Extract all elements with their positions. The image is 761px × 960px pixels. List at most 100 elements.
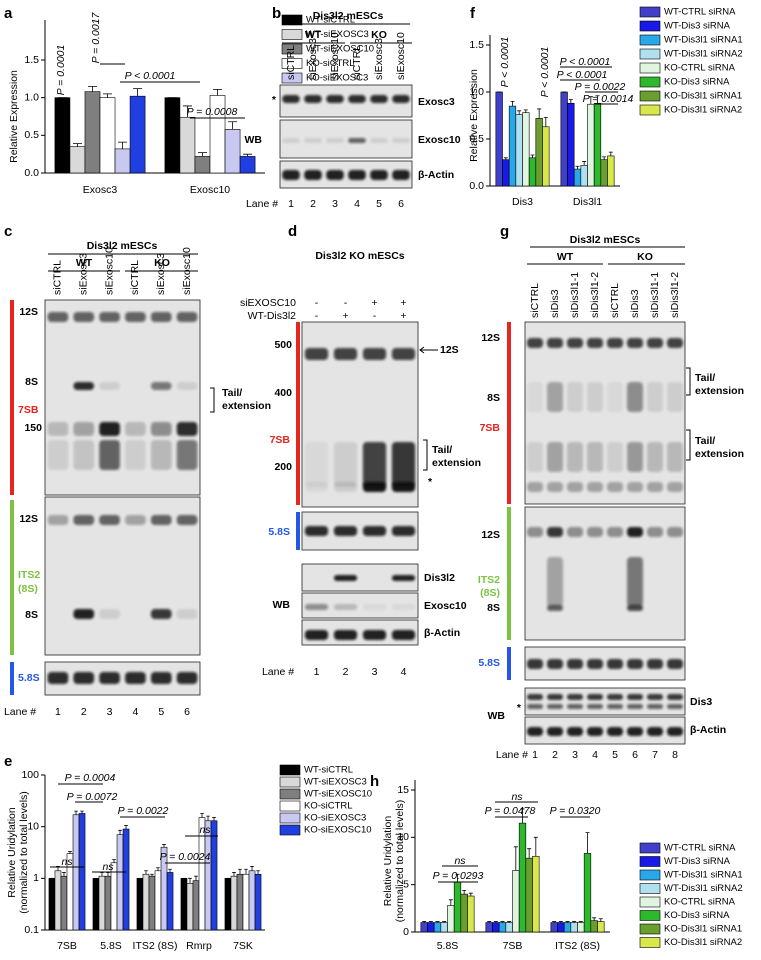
condition-sign: -	[344, 297, 348, 309]
legend-swatch	[639, 6, 661, 18]
lane-number: 6	[632, 749, 638, 761]
blot-band	[150, 382, 172, 390]
error-bar	[572, 921, 577, 923]
blot-band	[304, 630, 329, 640]
bracket	[210, 387, 215, 413]
blot-band	[647, 659, 663, 669]
bar	[577, 922, 585, 933]
blot-band	[567, 482, 583, 492]
bar	[512, 870, 520, 933]
blot-band	[391, 526, 416, 536]
blot-band	[73, 515, 95, 525]
y-tick-label: 0.1	[24, 924, 39, 936]
blot-band	[627, 704, 643, 709]
lane-number: 3	[572, 749, 578, 761]
blot-band	[667, 527, 683, 537]
blot-band	[607, 527, 623, 537]
condition-sign: +	[400, 297, 406, 309]
bar	[72, 814, 80, 931]
blot-band	[391, 575, 416, 581]
bar	[136, 878, 144, 931]
bar	[607, 155, 615, 187]
blot-label: Tail/	[695, 372, 715, 384]
bar	[420, 922, 428, 933]
blot-band	[362, 630, 387, 640]
blot-label: (8S)	[480, 587, 500, 599]
group-label: KO	[637, 251, 653, 263]
blot-label: 12S	[19, 513, 38, 525]
annotation: P = 0.0001	[55, 45, 67, 96]
blot-strip	[279, 84, 413, 118]
blot-band	[176, 422, 198, 436]
blot-band	[125, 672, 146, 684]
bar	[600, 159, 608, 187]
bar	[92, 878, 100, 931]
annotation: ns	[199, 824, 211, 836]
blot-band	[362, 482, 387, 492]
x-tick-label: ITS2 (8S)	[133, 940, 178, 952]
blot-label: Dis3l2	[424, 572, 455, 584]
x-tick-label: Rmrp	[186, 940, 212, 952]
lane-label: siExosc10	[181, 247, 193, 295]
legend-label: WT-siEXOSC10	[304, 789, 372, 800]
bar	[166, 872, 174, 931]
y-tick-label: 1.0	[24, 91, 39, 103]
panel-letter: f	[470, 5, 476, 22]
blot-band	[348, 170, 366, 180]
bar	[230, 875, 238, 931]
blot-band	[587, 338, 603, 348]
panel-letter: b	[272, 5, 281, 22]
blot-band	[667, 442, 683, 472]
blot-band	[304, 442, 329, 487]
blot-band	[150, 422, 172, 436]
lane-number: 1	[288, 198, 294, 210]
error-bar	[256, 870, 260, 875]
legend-label: WT-Dis3l1 siRNA2	[664, 49, 743, 60]
blot-band	[150, 312, 172, 322]
lane-number: 5	[376, 198, 382, 210]
legend-swatch	[279, 788, 301, 800]
y-tick-label: 5	[403, 878, 409, 890]
blot-band	[667, 694, 683, 700]
blot-label: WB	[245, 134, 263, 146]
blot-band	[99, 609, 120, 619]
error-bar	[503, 157, 508, 160]
bar	[502, 159, 510, 187]
blot-band	[527, 727, 543, 736]
bar	[467, 895, 475, 933]
error-bar	[194, 875, 198, 881]
blot-band	[99, 382, 120, 390]
blot-band	[370, 170, 388, 180]
blot-band	[333, 442, 358, 487]
group-label: KO	[154, 257, 170, 269]
blot-label: WB	[273, 599, 291, 611]
error-bar	[144, 870, 148, 875]
blot-label: β-Actin	[690, 724, 726, 736]
blot-band	[73, 382, 95, 390]
lane-label: siDis3	[549, 289, 561, 318]
blot-band	[587, 442, 603, 472]
y-tick-label: 15	[397, 784, 409, 796]
blot-strip	[44, 661, 201, 696]
bar	[142, 873, 150, 931]
annotation: P < 0.0001	[125, 70, 176, 82]
error-bar	[106, 872, 110, 877]
panel-letter: e	[4, 753, 12, 770]
error-bar	[565, 921, 570, 923]
bar	[99, 97, 116, 174]
bar	[242, 873, 250, 931]
y-tick-label: 10	[27, 820, 39, 832]
condition-sign: +	[342, 310, 348, 322]
blot-strip	[44, 496, 201, 656]
blot-band	[627, 557, 643, 607]
legend-swatch	[281, 72, 303, 84]
legend-label: KO-siEXOSC3	[306, 73, 368, 84]
blot-band	[362, 442, 387, 487]
condition-sign: -	[373, 310, 377, 322]
lane-number: 5	[612, 749, 618, 761]
blot-band	[333, 630, 358, 640]
blot-strip	[524, 321, 686, 505]
legend-swatch	[281, 58, 303, 69]
annotation: P = 0.0004	[65, 772, 116, 784]
bar	[78, 813, 86, 931]
